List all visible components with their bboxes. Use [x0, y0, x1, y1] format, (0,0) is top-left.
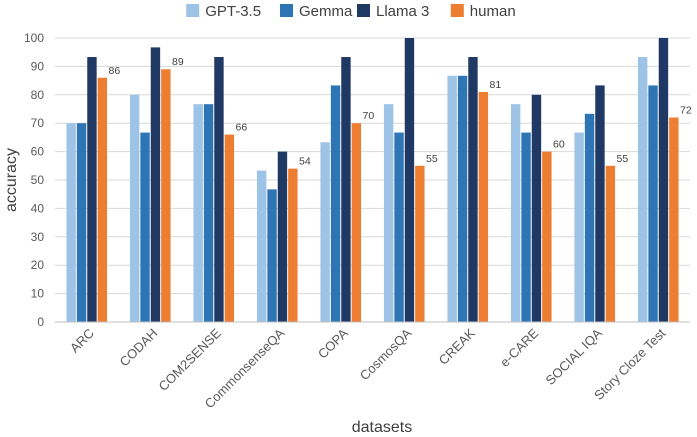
bar-human-codah — [161, 69, 171, 323]
bars — [66, 38, 679, 323]
y-tick-label: 50 — [31, 173, 45, 187]
bar-gemma-copa — [330, 85, 341, 322]
data-label: 66 — [236, 122, 248, 134]
bar-llama-3-cosmosqa — [404, 38, 415, 322]
bar-gemma-arc — [76, 123, 87, 322]
legend-swatch-gemma — [280, 4, 293, 17]
bar-gpt-3-5-codah — [129, 94, 140, 322]
bar-llama-3-social-iqa — [595, 85, 605, 322]
y-tick-label: 100 — [24, 31, 44, 45]
data-label: 89 — [172, 56, 184, 68]
legend: GPT-3.5 Gemma Llama 3 human — [186, 3, 516, 20]
legend-label-human: human — [470, 3, 516, 20]
data-label: 86 — [109, 65, 121, 77]
bar-human-com2sense — [224, 134, 235, 322]
data-label: 55 — [617, 153, 629, 165]
bar-gemma-commonsenseqa — [267, 189, 277, 322]
y-tick-label: 0 — [37, 315, 44, 329]
bar-gpt-3-5-story-cloze-test — [637, 57, 648, 322]
bar-gpt-3-5-com2sense — [193, 104, 203, 322]
bar-llama-3-creak — [468, 57, 478, 322]
bar-gemma-creak — [457, 75, 468, 322]
bar-human-copa — [351, 123, 362, 322]
legend-swatch-human — [450, 4, 464, 17]
y-tick-label: 10 — [31, 287, 45, 301]
data-label: 55 — [426, 153, 438, 165]
bar-llama-3-copa — [341, 57, 351, 322]
x-category-label: CosmosQA — [357, 325, 415, 383]
data-label: 81 — [490, 79, 502, 91]
bar-llama-3-e-care — [531, 94, 542, 322]
bar-human-commonsenseqa — [288, 168, 298, 322]
x-axis-title: datasets — [352, 419, 412, 436]
y-tick-label: 20 — [31, 258, 45, 272]
bar-human-e-care — [542, 151, 552, 322]
legend-swatch-gpt-3-5 — [186, 4, 200, 17]
bar-human-arc — [97, 77, 108, 322]
x-category-label: COPA — [315, 325, 351, 361]
legend-swatch-llama-3 — [357, 4, 370, 17]
y-tick-label: 30 — [31, 230, 45, 244]
bar-gpt-3-5-commonsenseqa — [256, 170, 267, 322]
bar-llama-3-com2sense — [214, 57, 224, 322]
y-tick-label: 40 — [31, 201, 45, 215]
bar-gemma-com2sense — [203, 104, 214, 322]
bar-gemma-story-cloze-test — [648, 85, 658, 322]
bar-llama-3-codah — [150, 47, 161, 322]
bar-gemma-e-care — [521, 132, 531, 322]
bar-human-social-iqa — [605, 165, 616, 322]
bar-gpt-3-5-copa — [320, 142, 330, 322]
bar-gpt-3-5-social-iqa — [574, 132, 584, 322]
data-label: 72 — [680, 105, 692, 117]
y-axis-title: accuracy — [3, 148, 20, 212]
x-category-label: COM2SENSE — [156, 325, 225, 394]
y-tick-label: 90 — [31, 59, 45, 73]
bar-gemma-cosmosqa — [394, 132, 404, 322]
legend-label-gpt-3-5: GPT-3.5 — [205, 3, 261, 20]
y-tick-label: 60 — [31, 145, 45, 159]
bar-gpt-3-5-creak — [447, 75, 457, 322]
legend-label-gemma: Gemma — [299, 3, 353, 20]
data-label: 70 — [363, 110, 375, 122]
gridlines — [55, 37, 690, 295]
x-category-label: ARC — [67, 326, 97, 356]
bar-gpt-3-5-e-care — [510, 104, 521, 322]
legend-label-llama-3: Llama 3 — [376, 3, 429, 20]
bar-gemma-social-iqa — [584, 113, 595, 322]
x-category-label: e-CARE — [497, 325, 542, 370]
bar-llama-3-commonsenseqa — [277, 151, 288, 322]
y-axis-ticks: 0 10 20 30 40 50 60 70 80 90 100 — [24, 31, 44, 329]
x-category-label: SOCIAL IQA — [542, 325, 605, 388]
bar-human-creak — [478, 91, 489, 323]
bar-gemma-codah — [140, 132, 150, 322]
data-label: 60 — [553, 139, 565, 151]
bar-gpt-3-5-arc — [66, 123, 76, 322]
y-tick-label: 70 — [31, 116, 45, 130]
data-labels: 86 89 66 54 70 55 81 60 55 72 — [109, 56, 692, 167]
bar-human-cosmosqa — [415, 165, 425, 322]
x-category-label: CODAH — [117, 326, 161, 370]
bar-llama-3-arc — [87, 57, 97, 322]
bar-gpt-3-5-cosmosqa — [383, 104, 394, 322]
y-tick-label: 80 — [31, 88, 45, 102]
bar-llama-3-story-cloze-test — [658, 38, 669, 322]
data-label: 54 — [299, 156, 311, 168]
x-category-label: CREAK — [436, 325, 479, 368]
bar-human-story-cloze-test — [669, 117, 679, 323]
